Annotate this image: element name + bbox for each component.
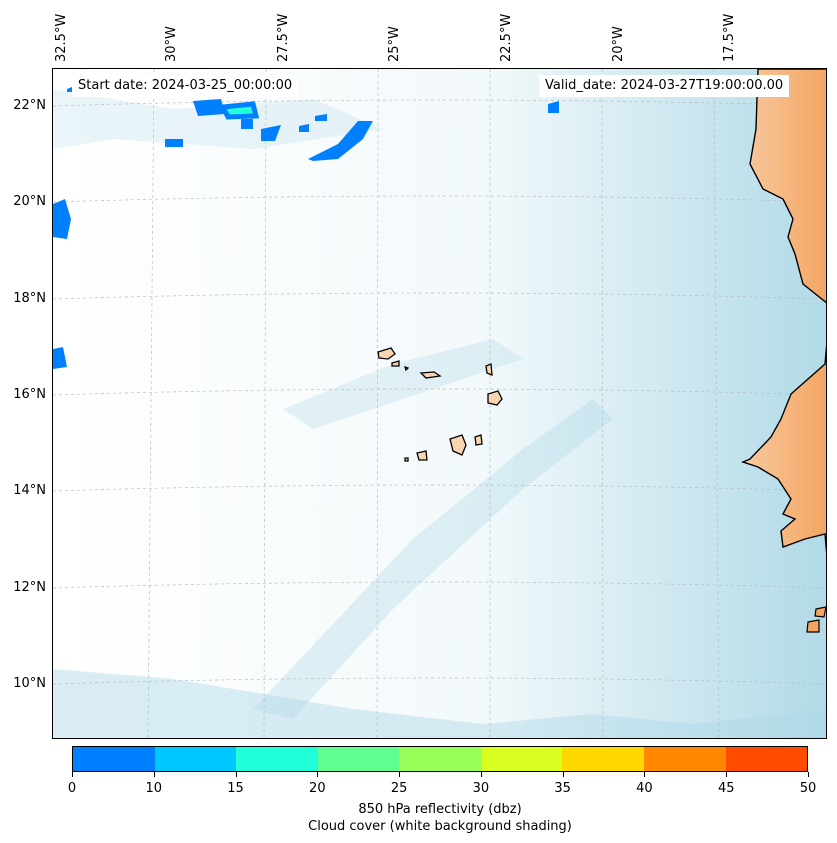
lat-label: 16°N xyxy=(13,387,46,402)
coast-islands xyxy=(806,606,826,633)
lon-label: 30°W xyxy=(164,26,179,62)
lon-label: 25°W xyxy=(387,26,402,62)
colorbar-tick xyxy=(808,772,809,777)
colorbar-tick-label: 40 xyxy=(636,781,653,796)
colorbar-segment xyxy=(399,747,481,771)
colorbar-tick-label: 10 xyxy=(145,781,163,796)
colorbar-segment xyxy=(73,747,155,771)
start-date-label: Start date: 2024-03-25_00:00:00 xyxy=(72,75,299,97)
cloud-streak xyxy=(283,339,523,429)
colorbar-tick xyxy=(726,772,728,777)
cloud-streak xyxy=(53,89,383,149)
reflectivity-cell xyxy=(308,121,373,161)
colorbar-segment xyxy=(725,747,808,771)
cape-verde-islands xyxy=(377,347,503,462)
colorbar-tick-label: 20 xyxy=(309,781,326,796)
reflectivity-cell xyxy=(241,119,253,129)
lon-label: 27.5°W xyxy=(276,13,291,62)
lat-label: 18°N xyxy=(13,291,46,306)
colorbar-sublabel: Cloud cover (white background shading) xyxy=(308,819,572,834)
reflectivity-cell xyxy=(53,347,67,369)
cloud-streak xyxy=(53,669,826,738)
lat-label: 22°N xyxy=(13,98,46,113)
colorbar-segment xyxy=(562,747,644,771)
colorbar-tick-label: 15 xyxy=(227,781,244,796)
colorbar xyxy=(72,746,808,772)
colorbar-tick xyxy=(562,772,564,777)
colorbar-tick xyxy=(480,772,482,777)
reflectivity-cell xyxy=(315,114,327,121)
lon-label: 32.5°W xyxy=(54,13,69,62)
reflectivity-cell xyxy=(53,199,71,239)
map-panel xyxy=(52,68,827,739)
reflectivity-cell xyxy=(261,125,281,141)
reflectivity-cell xyxy=(219,101,260,120)
colorbar-tick xyxy=(399,772,401,777)
valid-date-label: Valid_date: 2024-03-27T19:00:00.00 xyxy=(539,75,790,97)
colorbar-tick-label: 0 xyxy=(67,781,77,796)
reflectivity-cell xyxy=(67,87,72,92)
colorbar-tick xyxy=(153,772,155,777)
reflectivity-cell xyxy=(193,99,225,116)
colorbar-segment xyxy=(236,747,318,771)
cloud-cover-east xyxy=(53,69,826,738)
lat-label: 14°N xyxy=(13,483,46,498)
lat-label: 12°N xyxy=(13,580,46,595)
reflectivity-cells xyxy=(53,87,559,369)
reflectivity-cell xyxy=(548,101,559,113)
lon-label: 17.5°W xyxy=(722,13,737,62)
reflectivity-cell xyxy=(299,124,309,132)
lon-label: 22.5°W xyxy=(499,13,514,62)
colorbar-label: 850 hPa reflectivity (dbz) xyxy=(358,802,522,817)
colorbar-segment xyxy=(643,747,726,771)
colorbar-tick-label: 35 xyxy=(554,781,571,796)
colorbar-tick xyxy=(72,772,73,777)
colorbar-tick xyxy=(317,772,319,777)
cloud-streak xyxy=(253,399,613,719)
lon-label: 20°W xyxy=(611,26,626,62)
reflectivity-cell xyxy=(165,139,183,147)
lat-label: 10°N xyxy=(13,676,46,691)
colorbar-tick-label: 45 xyxy=(717,781,735,796)
colorbar-tick-label: 25 xyxy=(390,781,408,796)
colorbar-segment xyxy=(480,747,563,771)
colorbar-segment xyxy=(317,747,400,771)
map-canvas xyxy=(53,69,826,738)
colorbar-tick xyxy=(235,772,237,777)
lat-label: 20°N xyxy=(13,194,46,209)
africa-landmass xyxy=(741,69,826,554)
graticule xyxy=(53,69,826,738)
colorbar-tick-label: 50 xyxy=(799,781,817,796)
colorbar-tick xyxy=(644,772,646,777)
colorbar-segment xyxy=(154,747,237,771)
colorbar-tick-label: 30 xyxy=(472,781,490,796)
